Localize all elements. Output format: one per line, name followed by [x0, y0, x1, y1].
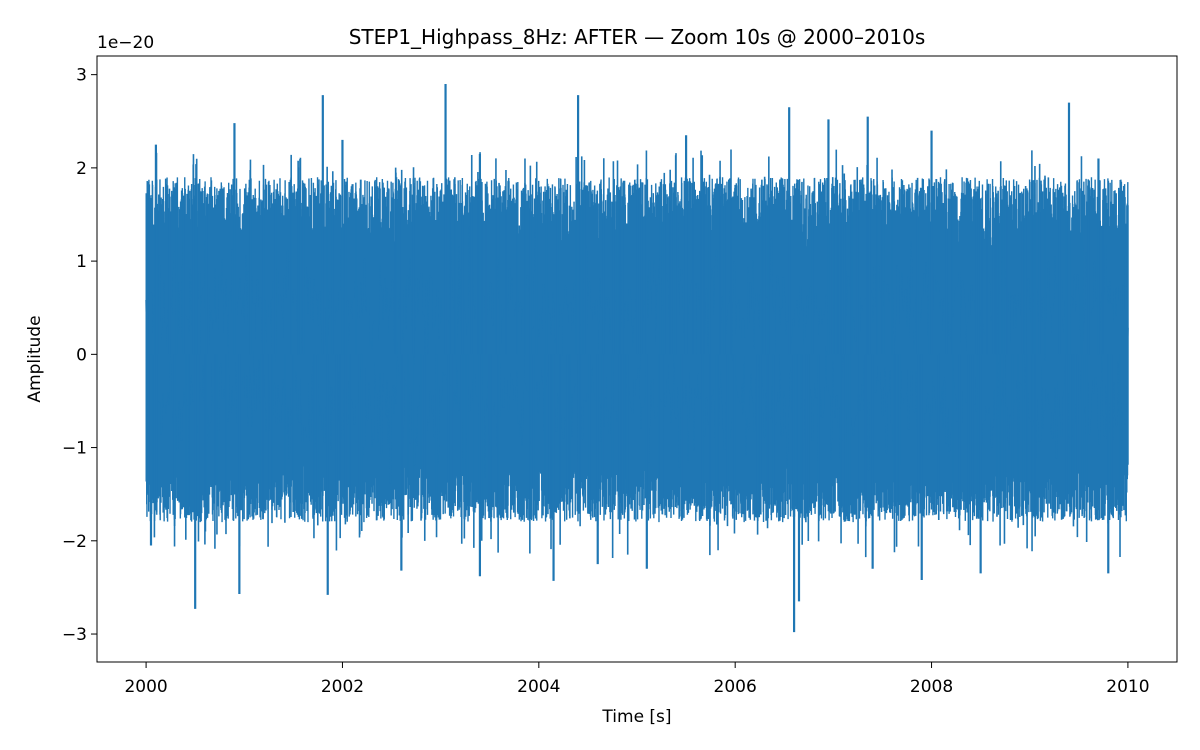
y-tick-label: −2	[62, 532, 87, 552]
y-tick-label: 0	[76, 345, 87, 365]
plot-area	[145, 83, 1129, 633]
plot-frame	[96, 55, 1178, 663]
x-tick-label: 2006	[714, 677, 757, 697]
chart-title: STEP1_Highpass_8Hz: AFTER — Zoom 10s @ 2…	[349, 25, 926, 49]
x-axis-label: Time [s]	[601, 707, 671, 727]
y-axis-label: Amplitude	[25, 315, 45, 402]
y-tick-label: −1	[62, 439, 87, 459]
y-tick-label: 2	[76, 159, 87, 179]
series-layer	[145, 83, 1129, 633]
x-axis: 2000 2002 2004 2006 2008 2010	[124, 662, 1150, 697]
y-tick-label: 3	[76, 66, 87, 86]
x-tick-label: 2010	[1106, 677, 1149, 697]
y-offset-label: 1e−20	[97, 33, 154, 53]
x-tick-label: 2004	[517, 677, 560, 697]
x-tick-label: 2000	[124, 677, 167, 697]
x-tick-label: 2002	[321, 677, 364, 697]
x-tick-label: 2008	[910, 677, 953, 697]
y-tick-label: −3	[62, 625, 87, 645]
y-tick-label: 1	[76, 252, 87, 272]
y-axis: −3 −2 −1 0 1 2 3	[62, 66, 97, 645]
